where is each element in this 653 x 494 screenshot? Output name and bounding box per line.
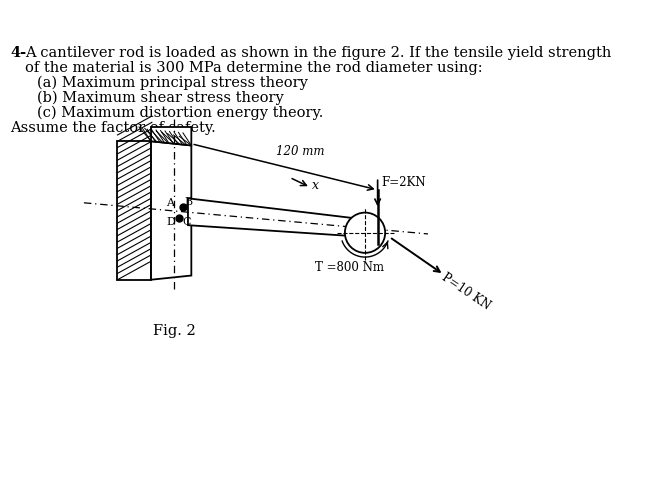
Text: Fig. 2: Fig. 2 — [153, 325, 196, 338]
Text: 4-: 4- — [10, 45, 26, 60]
Text: x: x — [312, 179, 319, 192]
Polygon shape — [188, 198, 377, 238]
Text: (b) Maximum shear stress theory: (b) Maximum shear stress theory — [37, 91, 283, 105]
Polygon shape — [151, 127, 191, 145]
Text: Assume the factor of safety.: Assume the factor of safety. — [10, 121, 216, 135]
Text: B: B — [185, 197, 193, 206]
Text: (a) Maximum principal stress theory: (a) Maximum principal stress theory — [37, 76, 308, 90]
Circle shape — [345, 212, 385, 253]
Text: of the material is 300 MPa determine the rod diameter using:: of the material is 300 MPa determine the… — [25, 61, 483, 75]
Text: A: A — [166, 199, 174, 208]
Polygon shape — [118, 141, 151, 280]
Text: 120 mm: 120 mm — [276, 145, 325, 158]
Text: D: D — [166, 217, 175, 227]
Text: C: C — [182, 217, 191, 227]
Text: (c) Maximum distortion energy theory.: (c) Maximum distortion energy theory. — [37, 106, 323, 121]
Text: A cantilever rod is loaded as shown in the figure 2. If the tensile yield streng: A cantilever rod is loaded as shown in t… — [25, 45, 612, 60]
Text: T =800 Nm: T =800 Nm — [315, 261, 385, 274]
Text: P=10 KN: P=10 KN — [439, 271, 493, 312]
Polygon shape — [151, 141, 191, 280]
Text: F=2KN: F=2KN — [381, 176, 426, 189]
